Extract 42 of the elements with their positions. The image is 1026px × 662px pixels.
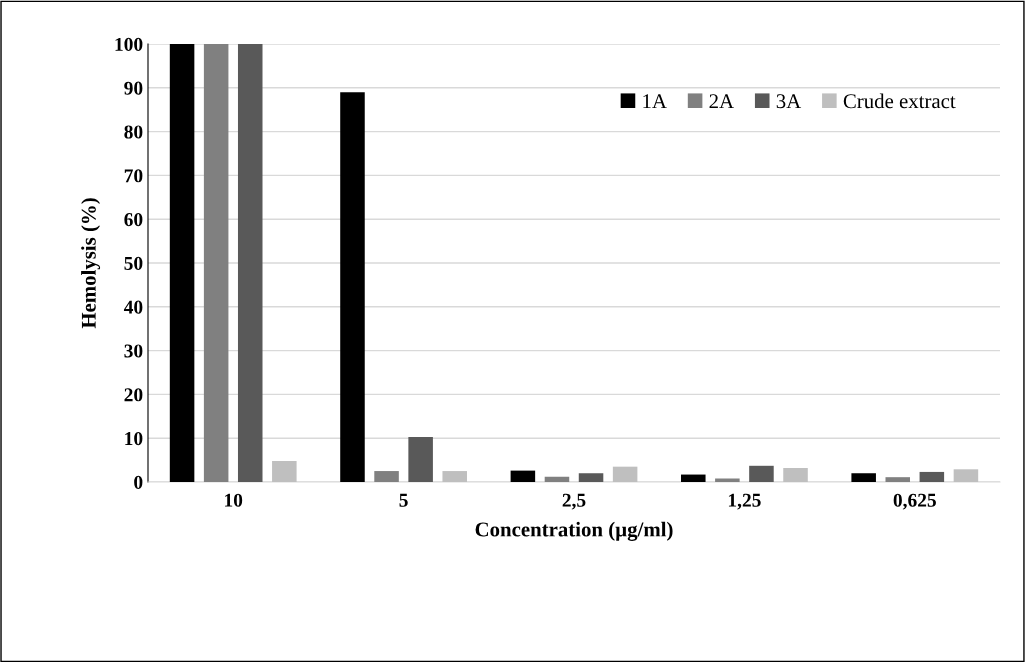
y-tick-label: 60 bbox=[124, 213, 143, 227]
bar bbox=[169, 44, 195, 482]
y-tick-label: 40 bbox=[123, 300, 143, 314]
bar bbox=[953, 469, 979, 482]
y-axis-title: Hemolysis (%) bbox=[81, 198, 101, 329]
y-tick-label: 10 bbox=[125, 432, 143, 446]
y-tick-label: 50 bbox=[124, 256, 143, 270]
bar bbox=[749, 465, 774, 482]
x-tick-label: 1,25 bbox=[728, 493, 761, 510]
bar bbox=[612, 466, 638, 482]
bar bbox=[578, 473, 604, 482]
bar bbox=[408, 436, 433, 482]
y-tick-label: 0 bbox=[134, 475, 143, 489]
legend-label: 2A bbox=[709, 94, 734, 108]
bar bbox=[237, 44, 263, 482]
x-tick-label: 5 bbox=[399, 493, 408, 507]
legend-label: Crude extract bbox=[843, 93, 956, 109]
bar bbox=[885, 477, 911, 482]
y-tick-label: 20 bbox=[124, 388, 143, 402]
bar bbox=[783, 467, 808, 482]
x-tick-label: 10 bbox=[225, 493, 243, 507]
x-tick-label: 0,625 bbox=[893, 493, 936, 510]
bar bbox=[374, 471, 399, 482]
y-tick-label: 70 bbox=[124, 169, 143, 183]
y-tick-label: 80 bbox=[124, 125, 143, 139]
y-tick-label: 90 bbox=[124, 81, 143, 95]
bar bbox=[442, 471, 467, 482]
bar bbox=[715, 478, 740, 482]
y-tick-label: 100 bbox=[115, 37, 143, 51]
bar bbox=[851, 473, 876, 482]
bar bbox=[681, 474, 706, 482]
x-tick-label: 2,5 bbox=[562, 493, 586, 510]
bar bbox=[203, 44, 229, 482]
x-axis-title: Concentration (µg/ml) bbox=[475, 521, 673, 541]
bar bbox=[544, 476, 570, 482]
bar bbox=[340, 92, 365, 482]
bar bbox=[510, 470, 536, 482]
bar bbox=[272, 460, 297, 482]
legend-label: 3A bbox=[776, 94, 802, 109]
bar bbox=[919, 471, 945, 482]
legend-label: 1A bbox=[643, 94, 667, 108]
y-tick-label: 30 bbox=[124, 344, 143, 358]
